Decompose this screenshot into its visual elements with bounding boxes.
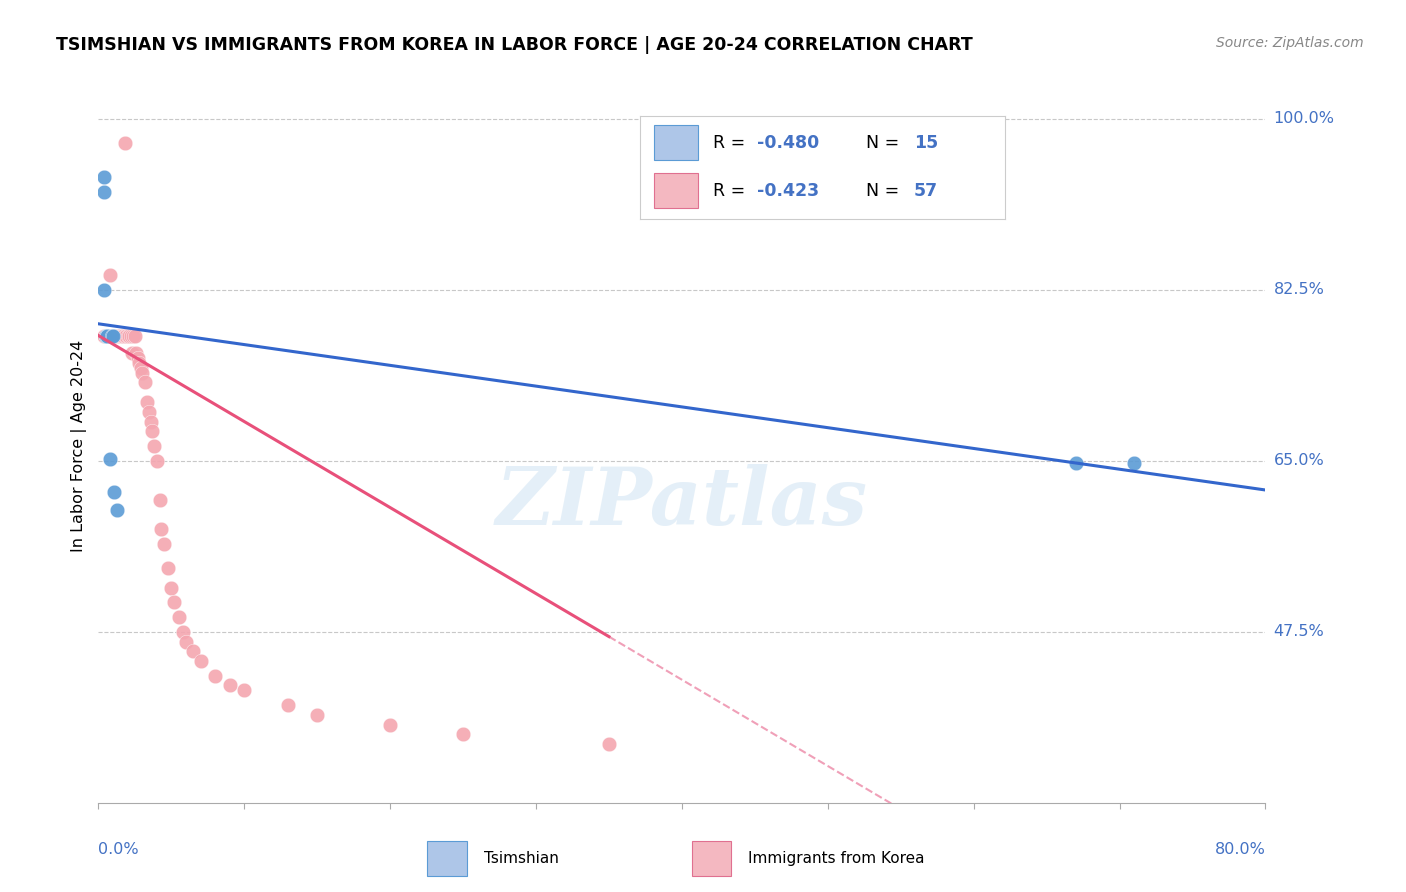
- Point: [120, 328, 142, 343]
- Point: [93, 170, 115, 185]
- Point: [96, 328, 118, 343]
- Point: [94, 328, 117, 343]
- Point: [97, 328, 120, 343]
- Text: 0.0%: 0.0%: [98, 842, 139, 856]
- Point: [98, 328, 121, 343]
- Text: Tsimshian: Tsimshian: [484, 851, 558, 866]
- Point: [128, 356, 150, 370]
- Point: [112, 328, 135, 343]
- Point: [160, 581, 183, 595]
- FancyBboxPatch shape: [692, 841, 731, 876]
- Point: [127, 351, 149, 365]
- Point: [141, 425, 163, 439]
- Point: [150, 522, 173, 536]
- Point: [131, 366, 153, 380]
- Point: [110, 328, 132, 343]
- Text: N =: N =: [866, 134, 905, 152]
- Point: [110, 328, 132, 343]
- Point: [181, 644, 204, 658]
- Point: [1064, 456, 1087, 470]
- Point: [138, 405, 160, 419]
- Text: 65.0%: 65.0%: [1274, 453, 1324, 468]
- Text: TSIMSHIAN VS IMMIGRANTS FROM KOREA IN LABOR FORCE | AGE 20-24 CORRELATION CHART: TSIMSHIAN VS IMMIGRANTS FROM KOREA IN LA…: [56, 36, 973, 54]
- Point: [93, 283, 115, 297]
- Point: [101, 328, 124, 343]
- Point: [94, 328, 117, 343]
- Point: [96, 328, 118, 343]
- Text: Source: ZipAtlas.com: Source: ZipAtlas.com: [1216, 36, 1364, 50]
- Point: [598, 737, 620, 751]
- Text: ZIPatlas: ZIPatlas: [496, 465, 868, 541]
- Y-axis label: In Labor Force | Age 20-24: In Labor Force | Age 20-24: [72, 340, 87, 552]
- Point: [114, 328, 136, 343]
- FancyBboxPatch shape: [654, 173, 699, 208]
- Point: [149, 492, 172, 507]
- Point: [125, 346, 148, 360]
- Point: [204, 669, 226, 683]
- Point: [157, 561, 180, 575]
- Point: [103, 328, 125, 343]
- FancyBboxPatch shape: [654, 125, 699, 160]
- Point: [96, 328, 118, 343]
- Point: [94, 328, 117, 343]
- Point: [163, 595, 186, 609]
- Text: -0.423: -0.423: [756, 182, 818, 200]
- Text: 15: 15: [914, 134, 938, 152]
- Text: 80.0%: 80.0%: [1215, 842, 1265, 856]
- Text: 82.5%: 82.5%: [1274, 282, 1324, 297]
- Point: [1123, 456, 1146, 470]
- Point: [100, 328, 122, 343]
- Point: [277, 698, 299, 712]
- Point: [98, 268, 121, 282]
- Point: [142, 439, 165, 453]
- Point: [172, 624, 194, 639]
- Point: [105, 328, 128, 343]
- Point: [122, 328, 145, 343]
- Text: 47.5%: 47.5%: [1274, 624, 1324, 640]
- Point: [111, 328, 134, 343]
- Text: -0.480: -0.480: [756, 134, 818, 152]
- Point: [233, 683, 256, 698]
- Point: [103, 485, 125, 500]
- Text: Immigrants from Korea: Immigrants from Korea: [748, 851, 925, 866]
- Point: [93, 328, 115, 343]
- Point: [451, 727, 474, 741]
- Point: [100, 328, 122, 343]
- Point: [93, 185, 115, 199]
- Point: [108, 328, 131, 343]
- Point: [114, 136, 136, 150]
- Point: [121, 346, 143, 360]
- Point: [146, 453, 169, 467]
- Point: [378, 717, 402, 731]
- Text: N =: N =: [866, 182, 905, 200]
- Point: [105, 502, 128, 516]
- Point: [139, 415, 162, 429]
- Point: [190, 654, 212, 668]
- Text: R =: R =: [713, 182, 751, 200]
- Point: [129, 360, 152, 375]
- Point: [153, 537, 176, 551]
- Point: [117, 328, 139, 343]
- Point: [101, 328, 124, 343]
- Point: [307, 707, 329, 722]
- Point: [118, 328, 141, 343]
- Point: [134, 376, 156, 390]
- Point: [115, 328, 138, 343]
- Text: 57: 57: [914, 182, 938, 200]
- Text: R =: R =: [713, 134, 751, 152]
- Point: [111, 328, 134, 343]
- Point: [104, 328, 127, 343]
- Point: [98, 451, 121, 466]
- Point: [218, 678, 240, 692]
- Point: [135, 395, 157, 409]
- Point: [112, 328, 135, 343]
- FancyBboxPatch shape: [427, 841, 467, 876]
- Point: [167, 610, 190, 624]
- Point: [174, 634, 197, 648]
- Text: 100.0%: 100.0%: [1274, 111, 1334, 126]
- Point: [124, 328, 146, 343]
